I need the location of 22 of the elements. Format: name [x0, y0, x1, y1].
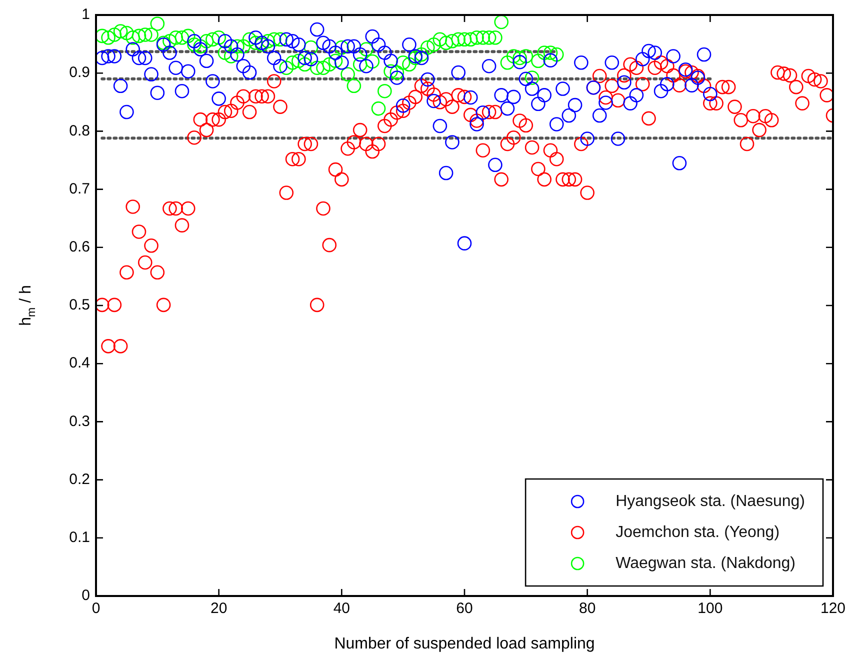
legend-label: Joemchon sta. (Yeong)	[616, 524, 780, 541]
y-axis-title: hm / h	[17, 285, 38, 326]
y-tick-label: 0.9	[69, 64, 90, 82]
legend-label: Hyangseok sta. (Naesung)	[616, 492, 806, 510]
y-tick-label: 0.5	[69, 296, 90, 314]
y-tick-label: 0.4	[69, 354, 90, 372]
x-tick-label: 20	[210, 600, 228, 618]
y-tick-label: 0.1	[69, 529, 90, 546]
y-tick-label: 0.3	[69, 412, 90, 430]
y-tick-label: 0.6	[69, 238, 90, 256]
x-tick-label: 60	[456, 600, 473, 618]
x-axis-title: Number of suspended load sampling	[334, 635, 595, 652]
x-tick-label: 120	[820, 600, 846, 618]
legend-label: Waegwan sta. (Nakdong)	[616, 554, 796, 572]
y-tick-label: 0.7	[69, 180, 90, 198]
x-tick-label: 80	[578, 600, 596, 618]
y-tick-label: 0	[82, 587, 90, 604]
y-tick-label: 0.8	[69, 122, 90, 140]
y-tick-label: 0.2	[69, 470, 90, 488]
x-tick-label: 40	[333, 600, 350, 618]
y-tick-label: 1	[82, 6, 90, 24]
x-tick-label: 100	[698, 600, 723, 618]
